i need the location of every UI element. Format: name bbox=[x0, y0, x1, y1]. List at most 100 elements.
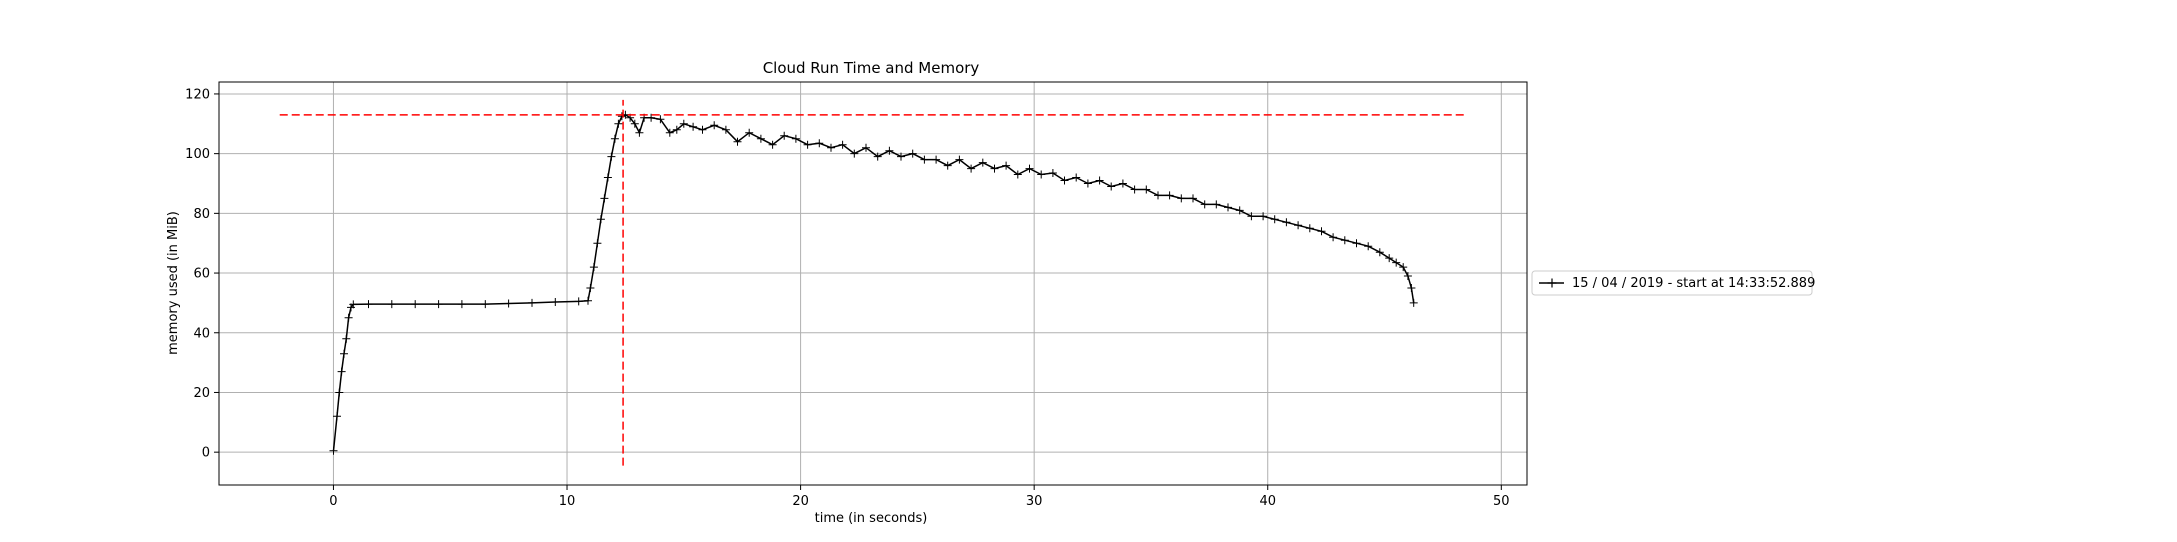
data-point-marker bbox=[593, 239, 602, 248]
data-point-marker bbox=[1224, 203, 1232, 212]
data-point-marker bbox=[1340, 236, 1349, 245]
data-point-marker bbox=[1305, 224, 1314, 233]
data-point-marker bbox=[364, 300, 373, 309]
y-axis-label: memory used (in MiB) bbox=[166, 211, 181, 355]
data-point-marker bbox=[1083, 179, 1092, 188]
data-point-marker bbox=[586, 284, 595, 292]
data-point-marker bbox=[955, 155, 964, 164]
grid-layer bbox=[219, 82, 1527, 485]
data-point-marker bbox=[721, 125, 730, 134]
data-point-marker bbox=[607, 152, 616, 161]
data-point-marker bbox=[1095, 176, 1104, 185]
data-point-marker bbox=[630, 119, 639, 128]
data-point-marker bbox=[1200, 200, 1209, 209]
data-point-marker bbox=[908, 149, 917, 158]
data-point-marker bbox=[635, 128, 644, 137]
data-point-marker bbox=[1259, 212, 1268, 221]
data-point-marker bbox=[1048, 169, 1057, 177]
data-point-marker bbox=[340, 349, 348, 358]
data-point-marker bbox=[679, 119, 688, 128]
data-point-marker bbox=[1013, 170, 1022, 179]
data-point-marker bbox=[1025, 164, 1034, 173]
reference-lines-layer bbox=[279, 99, 1467, 466]
data-point-marker bbox=[1385, 254, 1394, 263]
data-point-marker bbox=[1037, 170, 1046, 179]
data-point-marker bbox=[1002, 161, 1011, 170]
data-point-marker bbox=[647, 113, 656, 122]
x-tick-label: 40 bbox=[1259, 494, 1276, 509]
y-tick-label: 60 bbox=[193, 267, 210, 282]
data-point-marker bbox=[504, 299, 513, 308]
data-point-marker bbox=[932, 155, 941, 164]
legend-box bbox=[1531, 270, 1813, 296]
x-tick-label: 50 bbox=[1493, 494, 1510, 509]
data-point-marker bbox=[733, 137, 742, 146]
data-point-marker bbox=[1407, 284, 1416, 292]
series-0 bbox=[329, 110, 1418, 455]
data-point-marker bbox=[850, 149, 859, 158]
y-tick-label: 20 bbox=[193, 386, 210, 401]
data-point-marker bbox=[943, 161, 952, 170]
data-point-marker bbox=[698, 125, 707, 134]
data-point-marker bbox=[1165, 191, 1174, 200]
x-tick-label: 30 bbox=[1026, 494, 1043, 509]
data-point-marker bbox=[1399, 263, 1408, 272]
data-point-marker bbox=[1403, 272, 1412, 280]
data-point-marker bbox=[1154, 191, 1162, 200]
legend-marker-icon bbox=[1547, 278, 1557, 288]
data-point-marker bbox=[1189, 194, 1197, 203]
x-tick-label: 20 bbox=[792, 494, 809, 509]
data-point-marker bbox=[1375, 248, 1384, 257]
data-point-marker bbox=[551, 298, 560, 306]
data-point-marker bbox=[481, 300, 490, 309]
data-point-marker bbox=[1247, 212, 1256, 221]
data-point-marker bbox=[1142, 185, 1151, 194]
data-point-marker bbox=[885, 146, 894, 155]
data-point-marker bbox=[603, 173, 612, 182]
data-point-marker bbox=[1130, 185, 1139, 194]
data-point-marker bbox=[349, 300, 358, 309]
data-point-marker bbox=[614, 119, 623, 128]
data-point-marker bbox=[897, 152, 905, 161]
data-point-marker bbox=[710, 121, 719, 130]
ticks-layer: 0 10 20 30 40 50 0 20 40 60 80 100 120 bbox=[185, 87, 1509, 509]
x-tick-label: 10 bbox=[559, 494, 576, 509]
data-point-marker bbox=[1317, 227, 1326, 236]
data-point-marker bbox=[574, 297, 583, 306]
data-point-marker bbox=[967, 164, 976, 173]
x-tick-label: 0 bbox=[329, 494, 337, 509]
data-point-marker bbox=[689, 122, 698, 131]
series-line bbox=[332, 113, 1415, 451]
data-point-marker bbox=[862, 143, 870, 152]
data-point-marker bbox=[838, 140, 847, 149]
data-point-marker bbox=[342, 334, 351, 343]
data-point-marker bbox=[329, 446, 338, 455]
data-point-marker bbox=[827, 143, 835, 152]
y-tick-label: 80 bbox=[193, 207, 210, 222]
data-point-marker bbox=[656, 115, 665, 124]
data-point-marker bbox=[434, 300, 443, 309]
data-point-marker bbox=[780, 131, 789, 140]
data-point-marker bbox=[756, 134, 765, 143]
data-point-marker bbox=[815, 139, 824, 148]
legend-label: 15 / 04 / 2019 - start at 14:33:52.889 bbox=[1572, 276, 1815, 291]
data-point-marker bbox=[596, 215, 605, 224]
y-tick-label: 0 bbox=[202, 446, 210, 461]
data-point-marker bbox=[1409, 298, 1418, 307]
data-point-marker bbox=[803, 140, 812, 149]
data-point-marker bbox=[337, 367, 346, 376]
data-point-marker bbox=[1072, 173, 1081, 182]
data-point-marker bbox=[617, 112, 626, 121]
data-point-marker bbox=[344, 313, 353, 322]
data-point-marker bbox=[600, 194, 609, 203]
data-point-marker bbox=[990, 164, 999, 173]
data-point-marker bbox=[745, 128, 754, 137]
data-point-marker bbox=[1364, 242, 1373, 251]
data-point-marker bbox=[665, 128, 674, 137]
data-point-marker bbox=[589, 263, 598, 272]
data-point-marker bbox=[768, 140, 777, 149]
chart-title: Cloud Run Time and Memory bbox=[763, 59, 980, 77]
data-point-marker bbox=[1060, 176, 1069, 185]
